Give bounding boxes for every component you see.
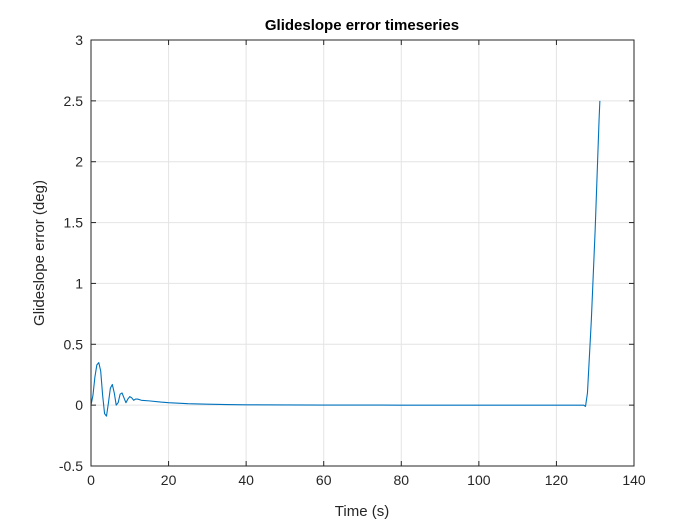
- series-line: [90, 100, 601, 417]
- y-tick-labels: -0.5 0 0.5 1 1.5 2 2.5 3: [59, 32, 83, 474]
- x-tick-label: 140: [622, 472, 646, 488]
- chart-title: Glideslope error timeseries: [265, 17, 459, 34]
- y-tick-label: 3: [75, 32, 83, 48]
- y-tick-label: 1: [75, 275, 83, 291]
- x-tick-label: 60: [316, 472, 332, 488]
- x-tick-label: 0: [87, 472, 95, 488]
- x-tick-labels: 0 20 40 60 80 100 120 140: [87, 472, 646, 488]
- y-axis-label: Glideslope error (deg): [31, 180, 48, 326]
- y-tick-label: 1.5: [64, 215, 84, 231]
- y-tick-label: 2: [75, 154, 83, 170]
- plot-area: [90, 39, 635, 467]
- y-tick-label: -0.5: [59, 458, 83, 474]
- y-tick-label: 2.5: [64, 93, 84, 109]
- x-axis-label: Time (s): [335, 503, 389, 520]
- axes-frame: [90, 39, 635, 467]
- x-tick-label: 80: [393, 472, 409, 488]
- x-tick-label: 40: [238, 472, 254, 488]
- y-tick-label: 0: [75, 397, 83, 413]
- grid: [91, 40, 634, 466]
- y-tick-label: 0.5: [64, 336, 84, 352]
- x-tick-label: 20: [161, 472, 177, 488]
- x-tick-label: 120: [545, 472, 569, 488]
- x-tick-label: 100: [467, 472, 491, 488]
